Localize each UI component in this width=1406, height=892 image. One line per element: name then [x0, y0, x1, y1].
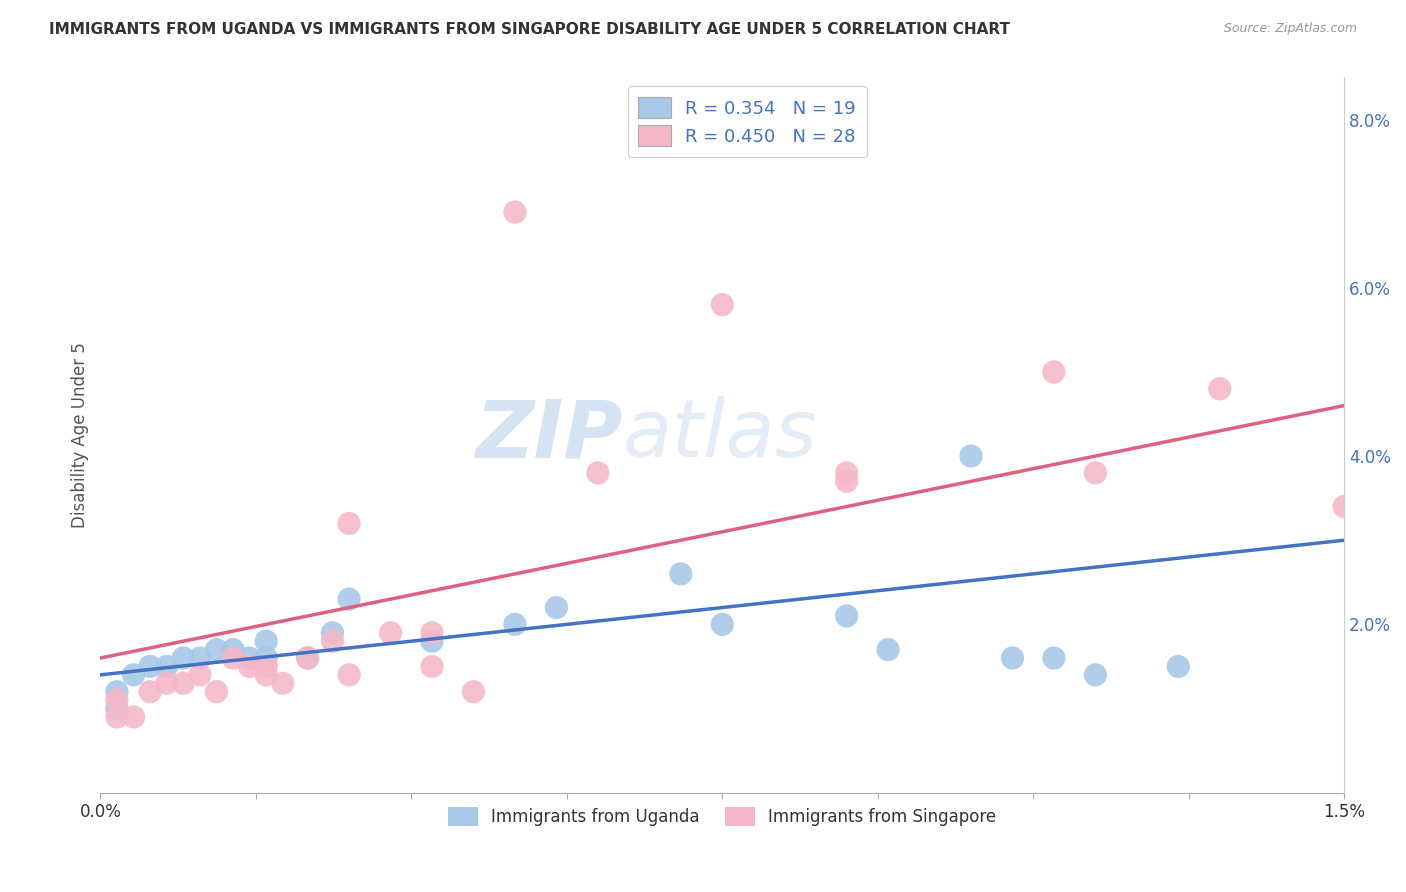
Point	[254, 668, 277, 682]
Point	[139, 684, 162, 698]
Point	[1333, 500, 1355, 514]
Point	[172, 651, 194, 665]
Point	[297, 651, 319, 665]
Point	[122, 710, 145, 724]
Point	[254, 651, 277, 665]
Point	[222, 651, 245, 665]
Point	[139, 659, 162, 673]
Point	[960, 449, 983, 463]
Point	[337, 668, 360, 682]
Point	[105, 693, 128, 707]
Point	[172, 676, 194, 690]
Point	[1043, 651, 1066, 665]
Point	[271, 676, 294, 690]
Point	[156, 676, 179, 690]
Point	[205, 684, 228, 698]
Point	[205, 642, 228, 657]
Point	[380, 625, 402, 640]
Text: Source: ZipAtlas.com: Source: ZipAtlas.com	[1223, 22, 1357, 36]
Point	[877, 642, 900, 657]
Point	[105, 710, 128, 724]
Point	[546, 600, 568, 615]
Point	[1001, 651, 1024, 665]
Point	[297, 651, 319, 665]
Point	[322, 625, 344, 640]
Point	[1084, 466, 1107, 480]
Y-axis label: Disability Age Under 5: Disability Age Under 5	[72, 343, 89, 528]
Point	[1209, 382, 1232, 396]
Point	[835, 466, 858, 480]
Point	[503, 205, 526, 219]
Point	[254, 659, 277, 673]
Point	[420, 625, 443, 640]
Point	[337, 592, 360, 607]
Point	[337, 516, 360, 531]
Point	[1167, 659, 1189, 673]
Text: ZIP: ZIP	[475, 396, 623, 474]
Point	[835, 475, 858, 489]
Point	[711, 298, 734, 312]
Point	[239, 659, 262, 673]
Legend: Immigrants from Uganda, Immigrants from Singapore: Immigrants from Uganda, Immigrants from …	[440, 798, 1005, 834]
Point	[420, 659, 443, 673]
Point	[188, 651, 211, 665]
Text: IMMIGRANTS FROM UGANDA VS IMMIGRANTS FROM SINGAPORE DISABILITY AGE UNDER 5 CORRE: IMMIGRANTS FROM UGANDA VS IMMIGRANTS FRO…	[49, 22, 1010, 37]
Point	[254, 634, 277, 648]
Point	[586, 466, 609, 480]
Point	[503, 617, 526, 632]
Point	[1084, 668, 1107, 682]
Point	[463, 684, 485, 698]
Point	[222, 642, 245, 657]
Point	[669, 566, 692, 581]
Point	[420, 634, 443, 648]
Point	[122, 668, 145, 682]
Text: atlas: atlas	[623, 396, 817, 474]
Point	[322, 634, 344, 648]
Point	[188, 668, 211, 682]
Point	[105, 684, 128, 698]
Point	[1043, 365, 1066, 379]
Point	[711, 617, 734, 632]
Point	[835, 609, 858, 624]
Point	[239, 651, 262, 665]
Point	[105, 701, 128, 715]
Point	[156, 659, 179, 673]
